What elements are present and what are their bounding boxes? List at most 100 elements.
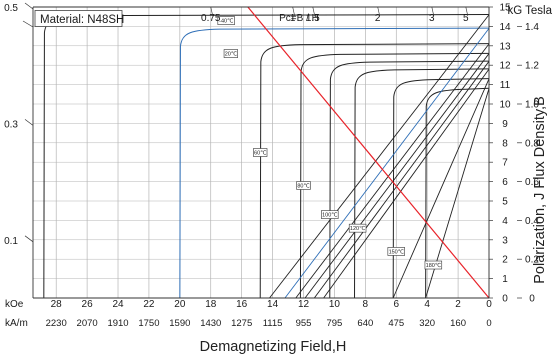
- x-koe-tick-label-9: 10: [329, 299, 341, 310]
- x-kam-tick-label-9: 795: [326, 318, 342, 329]
- x-kam-tick-label-3: 1750: [138, 318, 159, 329]
- material-label-box: Material: N48SH: [34, 10, 124, 27]
- y-kg-tick-label-8: 7: [502, 158, 508, 169]
- x-koe-tick-label-2: 24: [112, 299, 124, 310]
- x-kam-tick-label-10: 640: [357, 318, 373, 329]
- temp-label-box-2: [253, 148, 268, 157]
- pc-tick-label-1: 1: [290, 13, 296, 24]
- plot-frame: [22, 6, 490, 299]
- x-kam-tick-label-11: 475: [388, 318, 404, 329]
- pc-tick-mark-3: [377, 6, 380, 17]
- y-kg-tick-label-14: 1: [502, 274, 508, 285]
- x-kam-tick-label-12: 320: [419, 318, 435, 329]
- x-kam-tick-label-4: 1590: [169, 318, 190, 329]
- x-koe-tick-label-6: 16: [236, 299, 248, 310]
- pc-tick-label-4: 3: [429, 13, 435, 24]
- y-axis-right-title: Polarization, J Flux Density,B: [532, 96, 548, 284]
- pc-tick-mark-1: [292, 6, 295, 17]
- y-left-tick-label-0: 0.5: [4, 3, 18, 14]
- x-koe-tick-label-5: 18: [205, 299, 217, 310]
- x-koe-tick-label-4: 20: [174, 299, 186, 310]
- y-kg-tick-label-6: 9: [502, 119, 508, 130]
- x-kam-tick-label-1: 2070: [77, 318, 98, 329]
- x-koe-tick-label-10: 8: [363, 299, 369, 310]
- temp-label-3: 80℃: [297, 182, 309, 189]
- corner-slant: [22, 20, 34, 28]
- y-tesla-tick-label-2: 1.0: [525, 100, 539, 111]
- x-kam-tick-label-14: 0: [486, 318, 491, 329]
- x-koe-tick-label-7: 14: [267, 299, 279, 310]
- b-line-6: [392, 78, 490, 299]
- b-line-5: [323, 68, 490, 299]
- material-label: Material: N48SH: [40, 14, 124, 26]
- y-left-tick-mark-0: [24, 2, 34, 10]
- material-label-frame: [34, 10, 123, 27]
- y-kg-tick-label-9: 6: [502, 177, 508, 188]
- y-tesla-tick-label-5: 0.4: [525, 216, 539, 227]
- j-curve-6: [392, 78, 490, 299]
- temp-label-box-1: [223, 49, 238, 58]
- x-koe-tick-label-12: 4: [424, 299, 430, 310]
- y-kg-tick-label-4: 11: [500, 80, 511, 91]
- j-curve-5: [354, 68, 490, 299]
- temp-label-5: 120℃: [350, 225, 365, 232]
- temp-label-box-7: [424, 260, 443, 270]
- koe-unit-label: kOe: [5, 299, 24, 310]
- y-kg-tick-label-15: 0: [502, 294, 508, 305]
- x-koe-tick-label-0: 28: [51, 299, 63, 310]
- red-load-line: [247, 6, 490, 299]
- x-kam-tick-label-0: 2230: [46, 318, 67, 329]
- y-tesla-tick-label-1: 1.2: [525, 61, 539, 72]
- y-tesla-tick-label-4: 0.6: [525, 177, 539, 188]
- b-line-2: [295, 43, 490, 299]
- temp-label-box-3: [296, 181, 311, 190]
- pc-tick-label-0: 0.75: [201, 13, 221, 24]
- y-tesla-tick-label-3: 0.8: [525, 138, 539, 149]
- temp-label-2: 60℃: [254, 150, 266, 157]
- temp-label-box-6: [387, 247, 405, 256]
- b-line-1: [284, 28, 490, 299]
- y-kg-tick-label-10: 5: [502, 197, 508, 208]
- x-kam-tick-label-7: 1115: [263, 318, 283, 329]
- pc-tick-mark-0: [210, 6, 214, 17]
- j-curve-2: [259, 43, 490, 299]
- temp-label-1: 20℃: [225, 51, 237, 58]
- j-curve-7: [425, 87, 490, 299]
- y-kg-tick-label-0: 15: [499, 3, 511, 14]
- pc-marker-label: Pc=B / H: [279, 13, 319, 24]
- y-tesla-tick-label-0: 1.4: [525, 22, 539, 33]
- x-koe-tick-label-1: 26: [82, 299, 94, 310]
- pc-tick-label-5: 5: [463, 13, 469, 24]
- x-koe-tick-label-13: 2: [455, 299, 461, 310]
- y-kg-tick-label-11: 4: [502, 216, 508, 227]
- temp-label-box-0: [217, 16, 235, 25]
- pc-tick-mark-4: [431, 6, 435, 17]
- pc-tick-label-2: 1.5: [306, 13, 320, 24]
- j-curve-4: [329, 60, 490, 299]
- x-koe-tick-label-11: 6: [393, 299, 399, 310]
- y-tesla-tick-label-6: 0.2: [525, 255, 539, 266]
- y-axis-right-units: kG Tesla: [507, 5, 552, 17]
- pc-tick-label-3: 2: [375, 13, 381, 24]
- x-kam-tick-label-8: 955: [296, 318, 312, 329]
- temp-label-0: -40℃: [219, 18, 233, 25]
- curves: -40℃ 20℃ 60℃ 80℃ 100℃ 120℃ 150℃ 180℃: [43, 6, 490, 299]
- temp-label-box-5: [348, 223, 367, 233]
- y-kg-tick-label-1: 14: [499, 22, 511, 33]
- x-koe-tick-label-14: 0: [486, 299, 492, 310]
- x-kam-tick-label-5: 1430: [200, 318, 221, 329]
- x-axis-title: Demagnetizing Field,H: [200, 339, 347, 355]
- y-kg-tick-label-2: 13: [499, 41, 511, 52]
- b-line-3: [304, 53, 490, 299]
- y-left-tick-mark-2: [24, 235, 34, 243]
- temp-label-box-4: [321, 210, 339, 219]
- y-kg-tick-label-12: 3: [502, 235, 508, 246]
- y-tesla-tick-label-7: 0: [529, 294, 535, 305]
- temp-label-4: 100℃: [322, 212, 337, 219]
- x-koe-tick-label-8: 12: [298, 299, 310, 310]
- temp-label-7: 180℃: [426, 262, 441, 269]
- x-kam-tick-label-13: 160: [450, 318, 466, 329]
